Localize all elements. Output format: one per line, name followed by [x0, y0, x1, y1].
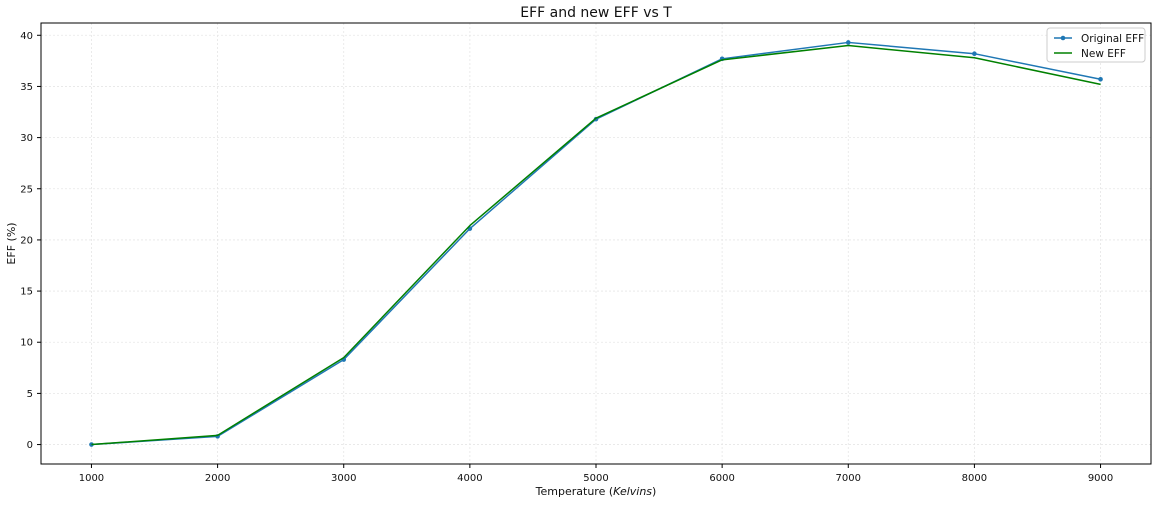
y-tick-label: 10 — [20, 338, 33, 349]
x-axis-label-unit: Kelvins — [613, 485, 652, 498]
legend-entry: Original EFF — [1054, 33, 1144, 45]
legend-marker — [1060, 35, 1066, 41]
y-tick-label: 40 — [20, 31, 33, 42]
grid — [41, 23, 1151, 464]
y-tick-label: 20 — [20, 235, 33, 246]
y-tick-label: 0 — [27, 440, 33, 451]
x-axis: 1000 2000 3000 4000 5000 6000 7000 8000 9000 — [79, 464, 1113, 484]
legend-label: Original EFF — [1081, 33, 1144, 45]
data-point — [845, 40, 851, 45]
x-axis-label-suffix: ) — [652, 485, 656, 498]
x-tick-label: 1000 — [79, 473, 104, 484]
x-tick-label: 8000 — [962, 473, 987, 484]
x-tick-label: 9000 — [1088, 473, 1113, 484]
x-tick-label: 5000 — [583, 473, 608, 484]
y-axis-label: EFF (%) — [5, 222, 18, 264]
legend-entry: New EFF — [1054, 48, 1126, 60]
y-tick-label: 30 — [20, 133, 33, 144]
y-tick-label: 25 — [20, 184, 33, 195]
series-layer — [89, 40, 1103, 447]
x-tick-label: 4000 — [457, 473, 482, 484]
x-axis-label: Temperature (Kelvins) — [535, 485, 657, 498]
x-tick-label: 6000 — [709, 473, 734, 484]
series-line — [91, 44, 1101, 446]
x-tick-label: 2000 — [205, 473, 230, 484]
y-tick-label: 15 — [20, 287, 33, 298]
data-point — [1098, 76, 1103, 82]
data-point — [972, 51, 977, 56]
x-tick-label: 3000 — [331, 473, 356, 484]
chart-title: EFF and new EFF vs T — [520, 5, 672, 21]
legend: Original EFF New EFF — [1046, 27, 1146, 63]
legend-label: New EFF — [1081, 48, 1126, 60]
x-axis-label-prefix: Temperature ( — [535, 485, 613, 498]
y-axis: 0 5 10 15 20 25 30 35 40 — [20, 31, 41, 451]
series-new-eff — [91, 44, 1101, 446]
x-tick-label: 7000 — [836, 473, 861, 484]
y-tick-label: 35 — [20, 82, 33, 93]
y-tick-label: 5 — [27, 389, 33, 400]
